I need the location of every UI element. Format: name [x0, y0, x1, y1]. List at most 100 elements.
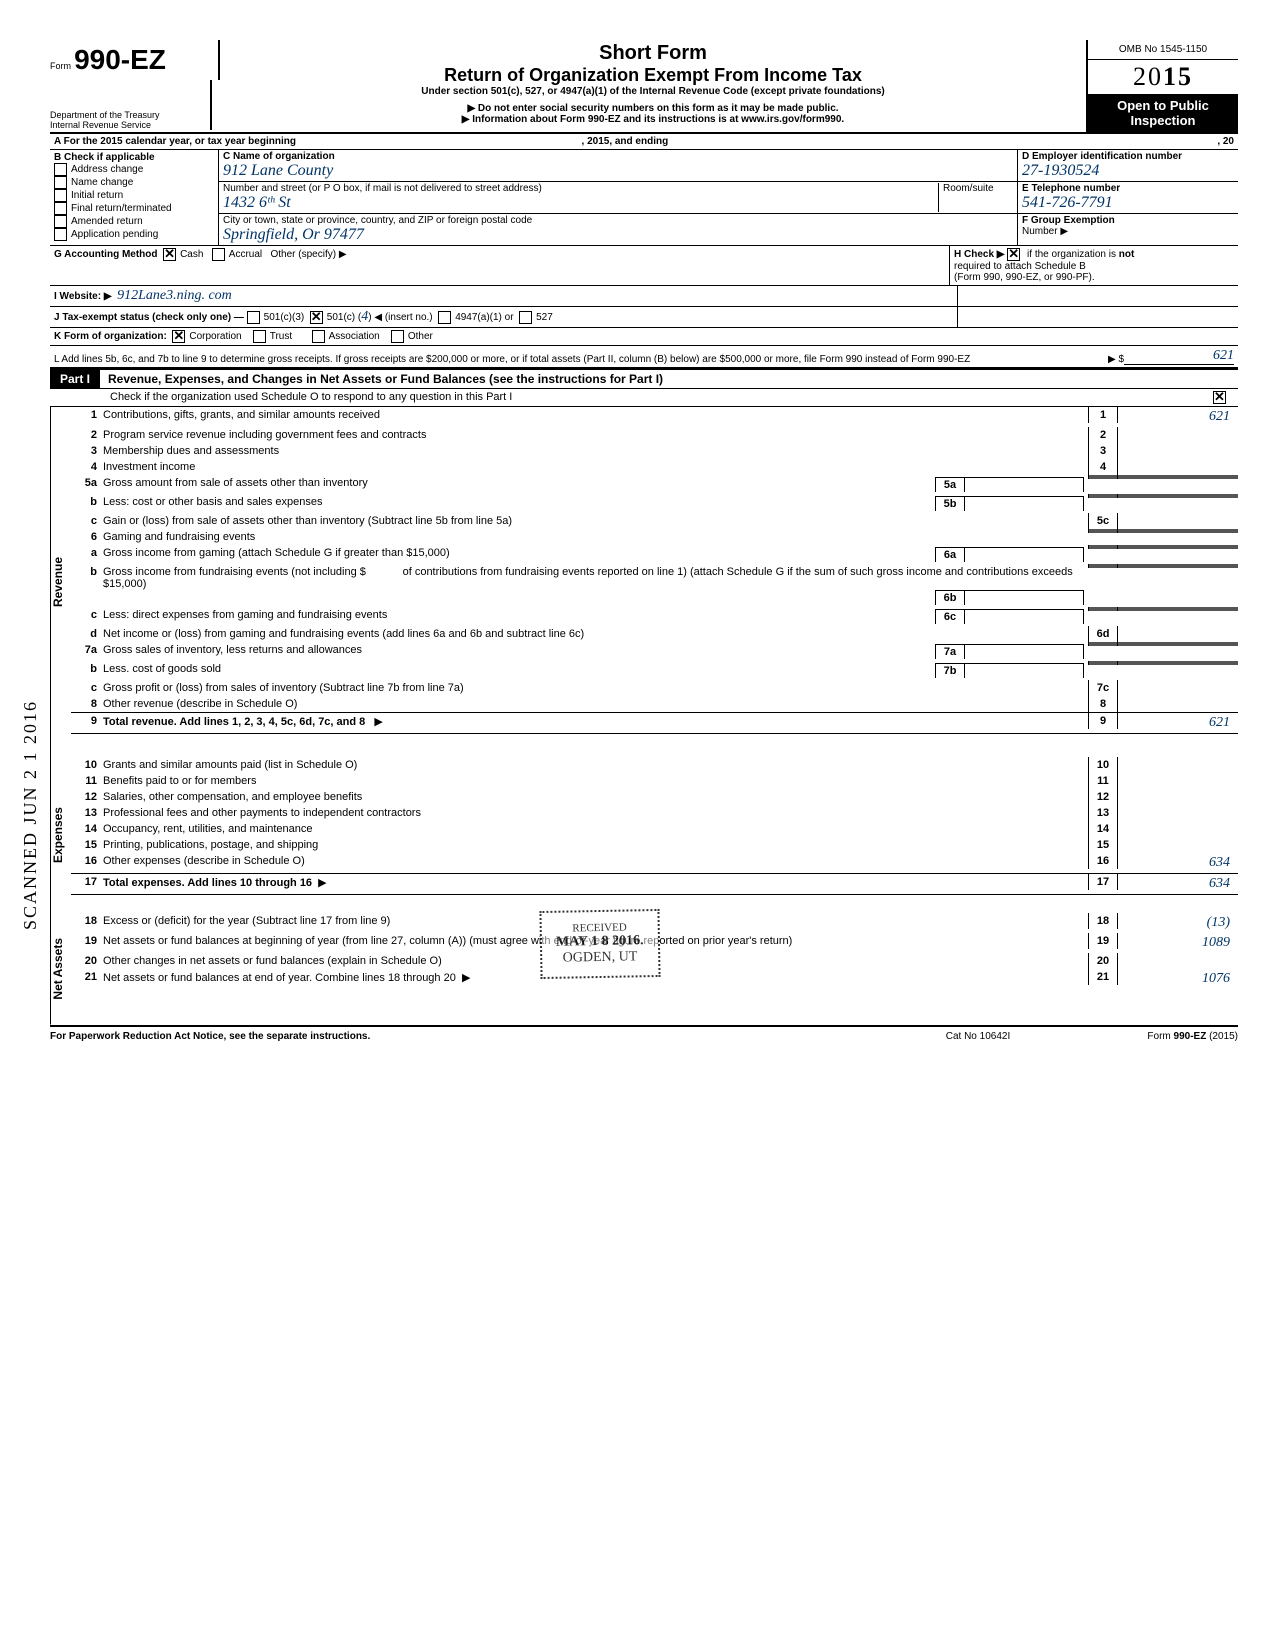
info-url: ▶ Information about Form 990-EZ and its …: [228, 114, 1078, 125]
form-of-org-label: K Form of organization:: [54, 331, 167, 342]
checkbox-corporation[interactable]: [172, 330, 185, 343]
line-6c-text: Less: direct expenses from gaming and fu…: [103, 609, 935, 624]
scanned-stamp: SCANNED JUN 2 1 2016: [20, 700, 41, 930]
section-b-title: B Check if applicable: [54, 152, 214, 163]
group-exemption-label: F Group Exemption: [1022, 215, 1115, 226]
main-lines-grid: Revenue 1Contributions, gifts, grants, a…: [50, 407, 1238, 757]
line-12-text: Salaries, other compensation, and employ…: [103, 789, 1088, 805]
group-exemption-number: Number ▶: [1022, 226, 1068, 237]
main-title: Return of Organization Exempt From Incom…: [228, 65, 1078, 86]
row-a-right: , 20: [1084, 136, 1234, 147]
ein-value: 27-1930524: [1022, 162, 1099, 179]
line-18-amount: (13): [1118, 913, 1238, 933]
row-a-mid: , 2015, and ending: [582, 136, 669, 147]
checkbox-accrual[interactable]: [212, 248, 225, 261]
line-l-value: 621: [1124, 348, 1234, 365]
checkbox-amended-return[interactable]: [54, 215, 67, 228]
stamp-date: MAY 1 8 2016.: [556, 933, 644, 951]
label-4947a1: 4947(a)(1) or: [455, 312, 513, 323]
accounting-method-label: G Accounting Method: [54, 249, 158, 260]
form-prefix: Form: [50, 61, 71, 71]
line-7b-text: Less. cost of goods sold: [103, 663, 935, 678]
form-header: Form 990-EZ Department of the Treasury I…: [50, 40, 1238, 134]
checkbox-final-return[interactable]: [54, 202, 67, 215]
h-text4: required to attach Schedule B: [954, 261, 1086, 272]
line-7c-text: Gross profit or (loss) from sales of inv…: [103, 680, 1088, 696]
addr-value: 1432 6ᵗʰ St: [223, 194, 291, 211]
part-1-label: Part I: [50, 370, 100, 388]
checkbox-cash[interactable]: [163, 248, 176, 261]
short-form-title: Short Form: [228, 42, 1078, 65]
label-amended-return: Amended return: [71, 216, 143, 227]
checkbox-501c3[interactable]: [247, 311, 260, 324]
room-label: Room/suite: [938, 183, 1013, 212]
line-5a-text: Gross amount from sale of assets other t…: [103, 477, 935, 492]
checkbox-trust[interactable]: [253, 330, 266, 343]
checkbox-schedule-o[interactable]: [1213, 391, 1226, 404]
line-21-text: Net assets or fund balances at end of ye…: [103, 972, 456, 984]
line-l-text: L Add lines 5b, 6c, and 7b to line 9 to …: [54, 354, 1084, 365]
checkbox-address-change[interactable]: [54, 163, 67, 176]
addr-label: Number and street (or P O box, if mail i…: [223, 183, 542, 194]
checkbox-h[interactable]: [1007, 248, 1020, 261]
checkbox-501c[interactable]: [310, 311, 323, 324]
line-9-amount: 621: [1118, 713, 1238, 733]
open-public-1: Open to Public: [1092, 98, 1234, 113]
section-bcd: B Check if applicable Address change Nam…: [50, 150, 1238, 246]
checkbox-application-pending[interactable]: [54, 228, 67, 241]
line-16-amount: 634: [1118, 853, 1238, 873]
h-not: not: [1119, 249, 1135, 260]
website-value: 912Lane3.ning. com: [117, 288, 232, 303]
form-number: 990-EZ: [74, 44, 166, 75]
website-label: I Website: ▶: [54, 291, 112, 302]
checkbox-other-org[interactable]: [391, 330, 404, 343]
label-501c-close: ) ◀ (insert no.): [368, 312, 432, 323]
line-13-text: Professional fees and other payments to …: [103, 805, 1088, 821]
checkbox-527[interactable]: [519, 311, 532, 324]
line-6-text: Gaming and fundraising events: [103, 529, 1088, 545]
footer-form-num: 990-EZ: [1174, 1031, 1207, 1042]
line-6b-text1: Gross income from fundraising events (no…: [103, 566, 366, 578]
org-name-label: C Name of organization: [223, 151, 335, 162]
footer-form-year: (2015): [1206, 1031, 1238, 1042]
checkbox-initial-return[interactable]: [54, 189, 67, 202]
footer-form-pre: Form: [1147, 1031, 1173, 1042]
h-text5: (Form 990, 990-EZ, or 990-PF).: [954, 272, 1095, 283]
footer-center: Cat No 10642I: [878, 1031, 1078, 1042]
stamp-location: OGDEN, UT: [556, 949, 644, 967]
label-final-return: Final return/terminated: [71, 203, 172, 214]
line-21-amount: 1076: [1118, 969, 1238, 989]
line-17-amount: 634: [1118, 874, 1238, 894]
checkbox-association[interactable]: [312, 330, 325, 343]
line-1-text: Contributions, gifts, grants, and simila…: [103, 407, 1088, 423]
checkbox-4947a1[interactable]: [438, 311, 451, 324]
line-11-text: Benefits paid to or for members: [103, 773, 1088, 789]
received-stamp: RECEIVED MAY 1 8 2016. OGDEN, UT: [539, 909, 660, 979]
line-14-text: Occupancy, rent, utilities, and maintena…: [103, 821, 1088, 837]
label-accrual: Accrual: [229, 249, 262, 260]
ein-label: D Employer identification number: [1022, 151, 1182, 162]
line-9-text: Total revenue. Add lines 1, 2, 3, 4, 5c,…: [103, 716, 365, 728]
tax-year: 2015: [1088, 60, 1238, 94]
city-value: Springfield, Or 97477: [223, 226, 364, 243]
tel-label: E Telephone number: [1022, 183, 1120, 194]
label-corporation: Corporation: [189, 331, 241, 342]
label-other-org: Other: [408, 331, 433, 342]
open-public-2: Inspection: [1092, 113, 1234, 128]
line-2-text: Program service revenue including govern…: [103, 427, 1088, 443]
omb-number: OMB No 1545-1150: [1088, 40, 1238, 60]
label-application-pending: Application pending: [71, 229, 158, 240]
line-6d-text: Net income or (loss) from gaming and fun…: [103, 626, 1088, 642]
line-6a-text: Gross income from gaming (attach Schedul…: [103, 547, 935, 562]
label-501c3: 501(c)(3): [264, 312, 305, 323]
label-501c-open: 501(c) (: [327, 312, 361, 323]
line-3-text: Membership dues and assessments: [103, 443, 1088, 459]
line-8-text: Other revenue (describe in Schedule O): [103, 696, 1088, 712]
label-trust: Trust: [270, 331, 292, 342]
tel-value: 541-726-7791: [1022, 194, 1113, 211]
line-4-text: Investment income: [103, 459, 1088, 475]
footer-left: For Paperwork Reduction Act Notice, see …: [50, 1031, 878, 1042]
year-suffix: 15: [1163, 62, 1193, 91]
line-l-arrow: ▶ $: [1084, 354, 1124, 365]
checkbox-name-change[interactable]: [54, 176, 67, 189]
